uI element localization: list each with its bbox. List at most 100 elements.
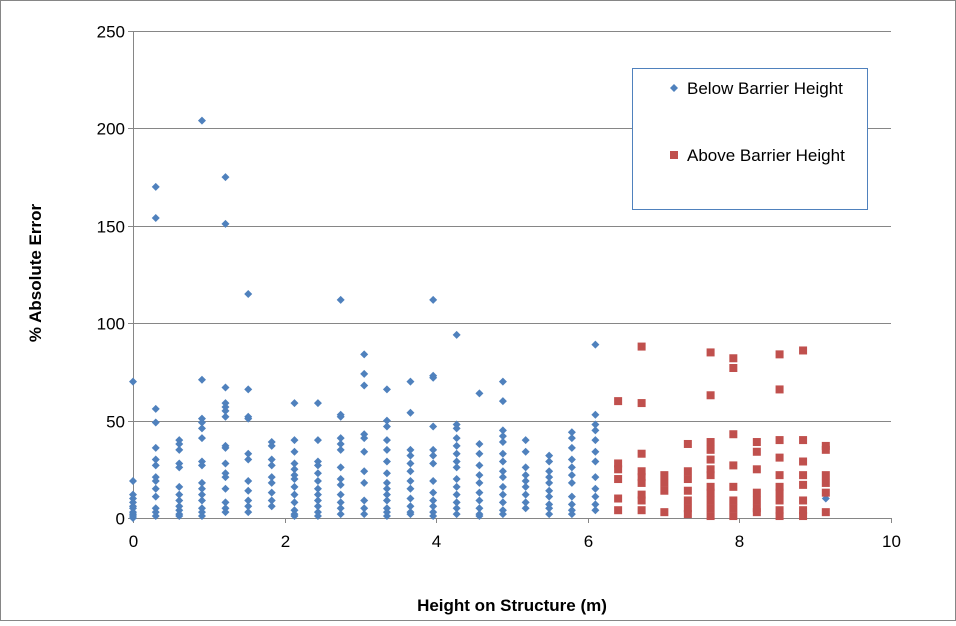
point-below-barrier-16 (151, 455, 160, 464)
point-above-barrier-42 (729, 482, 738, 491)
point-above-barrier-1 (614, 459, 623, 468)
point-below-barrier-203 (498, 426, 507, 435)
point-above-barrier-60 (775, 496, 784, 505)
point-above-barrier-58 (775, 482, 784, 491)
point-below-barrier-65 (221, 498, 230, 507)
point-above-barrier-62 (775, 512, 784, 521)
point-below-barrier-166 (429, 422, 438, 431)
point-above-barrier-53 (775, 350, 784, 359)
point-below-barrier-132 (360, 467, 369, 476)
point-below-barrier-176 (452, 330, 461, 339)
point-below-barrier-41 (197, 424, 206, 433)
point-above-barrier-39 (729, 364, 738, 373)
point-above-barrier-76 (821, 508, 830, 517)
x-axis-title: Height on Structure (m) (417, 596, 607, 615)
point-above-barrier-13 (637, 496, 646, 505)
point-below-barrier-145 (382, 484, 391, 493)
x-tick-label-1: 2 (281, 532, 290, 551)
point-below-barrier-153 (406, 445, 415, 454)
point-below-barrier-250 (591, 447, 600, 456)
point-below-barrier-210 (498, 482, 507, 491)
point-below-barrier-222 (521, 498, 530, 507)
point-below-barrier-121 (336, 480, 345, 489)
point-below-barrier-1 (129, 476, 137, 485)
point-below-barrier-238 (567, 463, 576, 472)
point-below-barrier-75 (244, 486, 253, 495)
point-below-barrier-77 (244, 502, 253, 511)
point-below-barrier-232 (545, 504, 554, 513)
y-axis-title: % Absolute Error (26, 204, 45, 343)
point-below-barrier-31 (175, 490, 184, 499)
point-below-barrier-81 (267, 455, 276, 464)
point-above-barrier-37 (706, 512, 715, 521)
point-below-barrier-165 (429, 373, 438, 382)
point-below-barrier-135 (360, 504, 369, 513)
point-below-barrier-105 (313, 469, 322, 478)
point-below-barrier-146 (382, 490, 391, 499)
point-below-barrier-196 (475, 488, 484, 497)
point-below-barrier-202 (498, 397, 507, 406)
point-below-barrier-38 (197, 375, 206, 384)
point-below-barrier-194 (475, 471, 484, 480)
point-below-barrier-64 (221, 484, 230, 493)
point-below-barrier-221 (521, 490, 530, 499)
point-above-barrier-2 (614, 465, 623, 474)
point-above-barrier-23 (683, 496, 692, 505)
legend-marker-below-barrier (670, 84, 678, 92)
point-below-barrier-104 (313, 461, 322, 470)
point-below-barrier-73 (244, 455, 253, 464)
point-above-barrier-29 (706, 445, 715, 454)
point-below-barrier-86 (267, 496, 276, 505)
point-below-barrier-241 (567, 492, 576, 501)
point-below-barrier-83 (267, 473, 276, 482)
point-below-barrier-122 (336, 490, 345, 499)
point-above-barrier-68 (799, 496, 808, 505)
point-below-barrier-84 (267, 478, 276, 487)
point-below-barrier-76 (244, 496, 253, 505)
point-above-barrier-55 (775, 436, 784, 445)
point-above-barrier-0 (614, 397, 623, 406)
point-below-barrier-133 (360, 478, 369, 487)
point-below-barrier-220 (521, 482, 530, 491)
point-below-barrier-187 (452, 498, 461, 507)
point-below-barrier-67 (221, 508, 230, 517)
point-above-barrier-35 (706, 496, 715, 505)
point-above-barrier-19 (683, 439, 692, 448)
point-above-barrier-72 (821, 445, 830, 454)
point-below-barrier-42 (197, 434, 206, 443)
point-above-barrier-69 (799, 506, 808, 515)
point-below-barrier-87 (267, 502, 276, 511)
point-above-barrier-27 (706, 391, 715, 400)
point-below-barrier-82 (267, 461, 276, 470)
point-above-barrier-65 (799, 457, 808, 466)
point-below-barrier-171 (429, 488, 438, 497)
point-below-barrier-32 (175, 496, 184, 505)
point-below-barrier-179 (452, 434, 461, 443)
point-below-barrier-206 (498, 449, 507, 458)
point-above-barrier-46 (752, 438, 761, 447)
point-below-barrier-208 (498, 467, 507, 476)
point-below-barrier-40 (197, 418, 206, 427)
point-below-barrier-181 (452, 449, 461, 458)
point-above-barrier-8 (637, 449, 646, 458)
point-below-barrier-118 (336, 445, 345, 454)
point-above-barrier-4 (614, 494, 623, 503)
point-above-barrier-31 (706, 465, 715, 474)
point-below-barrier-124 (336, 504, 345, 513)
point-below-barrier-100 (290, 512, 299, 521)
point-below-barrier-88 (290, 399, 299, 408)
point-below-barrier-254 (591, 492, 600, 501)
point-above-barrier-47 (752, 447, 761, 456)
point-above-barrier-18 (660, 508, 669, 517)
point-below-barrier-30 (175, 482, 184, 491)
point-above-barrier-22 (683, 486, 692, 495)
point-above-barrier-16 (660, 478, 669, 487)
point-below-barrier-233 (545, 510, 554, 519)
point-below-barrier-229 (545, 486, 554, 495)
point-above-barrier-21 (683, 475, 692, 484)
point-below-barrier-255 (591, 500, 600, 509)
point-below-barrier-180 (452, 441, 461, 450)
tick-labels: 0 50 100 150 200 250 0 2 4 6 8 10 (97, 23, 901, 552)
point-below-barrier-158 (406, 484, 415, 493)
